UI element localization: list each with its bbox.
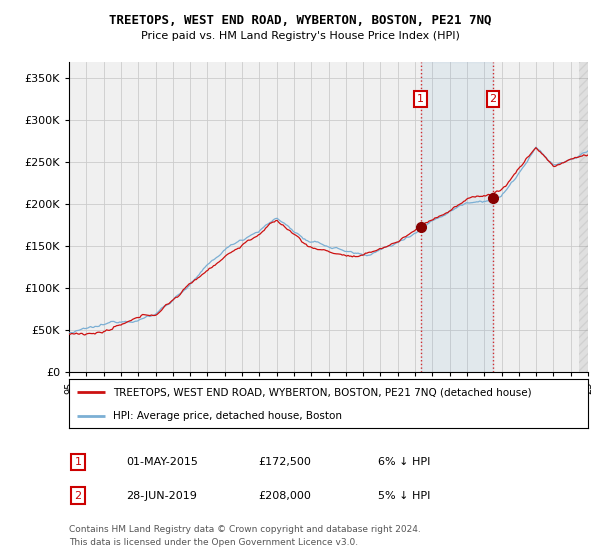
Text: Price paid vs. HM Land Registry's House Price Index (HPI): Price paid vs. HM Land Registry's House … [140, 31, 460, 41]
Bar [421, 62, 493, 372]
Text: 1: 1 [417, 94, 424, 104]
Text: 2: 2 [74, 491, 82, 501]
Text: 01-MAY-2015: 01-MAY-2015 [126, 457, 198, 467]
Text: £172,500: £172,500 [258, 457, 311, 467]
Text: 1: 1 [74, 457, 82, 467]
Text: TREETOPS, WEST END ROAD, WYBERTON, BOSTON, PE21 7NQ (detached house): TREETOPS, WEST END ROAD, WYBERTON, BOSTO… [113, 388, 532, 398]
Text: 28-JUN-2019: 28-JUN-2019 [126, 491, 197, 501]
Text: £208,000: £208,000 [258, 491, 311, 501]
Text: TREETOPS, WEST END ROAD, WYBERTON, BOSTON, PE21 7NQ: TREETOPS, WEST END ROAD, WYBERTON, BOSTO… [109, 14, 491, 27]
Bar [580, 62, 588, 372]
Text: Contains HM Land Registry data © Crown copyright and database right 2024.
This d: Contains HM Land Registry data © Crown c… [69, 525, 421, 547]
Text: 2: 2 [489, 94, 496, 104]
Text: 6% ↓ HPI: 6% ↓ HPI [378, 457, 430, 467]
Text: HPI: Average price, detached house, Boston: HPI: Average price, detached house, Bost… [113, 411, 342, 421]
Text: 5% ↓ HPI: 5% ↓ HPI [378, 491, 430, 501]
